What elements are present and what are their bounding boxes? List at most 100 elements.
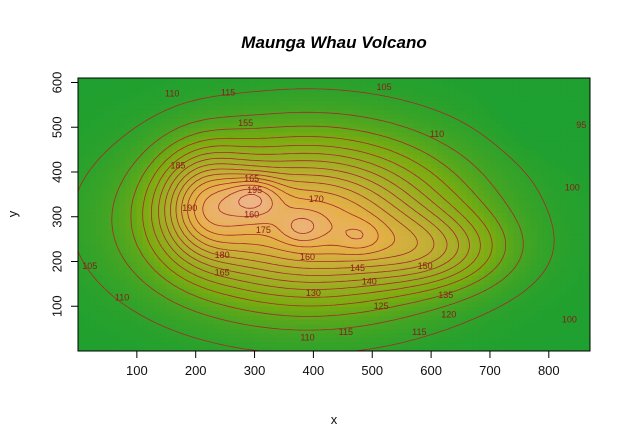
heatmap-cell xyxy=(207,131,214,137)
heatmap-cell xyxy=(442,301,450,307)
heatmap-cell xyxy=(219,216,226,222)
heatmap-cell xyxy=(407,118,415,124)
heatmap-cell xyxy=(183,189,191,195)
heatmap-cell xyxy=(389,337,397,343)
heatmap-cell xyxy=(454,337,462,343)
heatmap-cell xyxy=(537,154,544,160)
heatmap-cell xyxy=(130,122,138,128)
heatmap-cell xyxy=(295,176,303,182)
heatmap-cell xyxy=(295,346,303,351)
heatmap-cell xyxy=(548,279,556,285)
heatmap-cell xyxy=(348,163,356,169)
heatmap-cell xyxy=(413,145,420,151)
heatmap-cell xyxy=(360,171,367,178)
heatmap-cell xyxy=(160,252,167,258)
heatmap-cell xyxy=(407,109,415,115)
heatmap-cell xyxy=(495,176,503,182)
heatmap-cell xyxy=(289,78,297,84)
heatmap-cell xyxy=(342,158,350,164)
heatmap-cell xyxy=(113,158,120,164)
heatmap-cell xyxy=(389,274,397,280)
heatmap-cell xyxy=(136,131,144,137)
heatmap-cell xyxy=(148,104,156,110)
heatmap-cell xyxy=(313,252,320,258)
heatmap-cell xyxy=(384,270,391,276)
heatmap-cell xyxy=(213,279,220,285)
heatmap-cell xyxy=(472,337,479,343)
heatmap-cell xyxy=(319,113,326,119)
heatmap-cell xyxy=(378,239,385,245)
heatmap-cell xyxy=(160,346,167,351)
heatmap-cell xyxy=(225,225,232,231)
heatmap-cell xyxy=(248,239,256,245)
heatmap-cell xyxy=(466,333,473,339)
heatmap-cell xyxy=(113,319,120,325)
heatmap-cell xyxy=(342,288,350,294)
heatmap-cell xyxy=(207,207,214,213)
heatmap-cell xyxy=(195,122,203,128)
heatmap-cell xyxy=(283,297,291,303)
heatmap-cell xyxy=(413,131,420,137)
heatmap-cell xyxy=(425,239,432,245)
heatmap-cell xyxy=(283,225,291,231)
heatmap-cell xyxy=(148,261,156,267)
heatmap-cell xyxy=(136,86,144,93)
heatmap-cell xyxy=(454,154,462,160)
heatmap-cell xyxy=(266,315,273,321)
heatmap-cell xyxy=(401,346,409,351)
heatmap-cell xyxy=(225,185,232,191)
heatmap-cell xyxy=(325,230,332,236)
heatmap-cell xyxy=(266,104,273,110)
heatmap-cell xyxy=(166,283,173,289)
heatmap-cell xyxy=(372,100,379,106)
heatmap-cell xyxy=(542,216,550,222)
heatmap-cell xyxy=(531,283,538,289)
heatmap-cell xyxy=(537,82,544,88)
heatmap-cell xyxy=(431,189,438,195)
heatmap-cell xyxy=(283,140,291,146)
heatmap-cell xyxy=(278,122,285,128)
heatmap-cell xyxy=(395,337,403,343)
heatmap-cell xyxy=(78,194,85,200)
heatmap-cell xyxy=(466,301,473,307)
heatmap-cell xyxy=(454,265,462,272)
heatmap-cell xyxy=(260,185,267,191)
heatmap-cell xyxy=(231,239,238,245)
heatmap-cell xyxy=(478,189,485,195)
heatmap-cell xyxy=(136,207,144,213)
heatmap-cell xyxy=(219,337,226,343)
heatmap-cell xyxy=(189,212,197,218)
heatmap-cell xyxy=(531,78,538,84)
heatmap-cell xyxy=(119,342,126,348)
heatmap-cell xyxy=(278,261,285,267)
heatmap-cell xyxy=(395,283,403,289)
heatmap-cell xyxy=(266,140,273,146)
heatmap-cell xyxy=(472,113,479,119)
heatmap-cell xyxy=(525,163,532,169)
heatmap-cell xyxy=(519,243,526,249)
heatmap-cell xyxy=(507,203,515,209)
heatmap-cell xyxy=(484,78,491,84)
heatmap-cell xyxy=(142,207,150,213)
heatmap-cell xyxy=(472,136,479,142)
heatmap-cell xyxy=(395,221,403,227)
heatmap-cell xyxy=(283,230,291,236)
heatmap-cell xyxy=(113,216,120,222)
heatmap-cell xyxy=(378,136,385,142)
heatmap-cell xyxy=(154,149,161,155)
heatmap-cell xyxy=(195,180,203,187)
heatmap-cell xyxy=(419,131,426,137)
heatmap-cell xyxy=(331,333,338,339)
heatmap-cell xyxy=(331,342,338,348)
heatmap-cell xyxy=(195,216,203,222)
heatmap-cell xyxy=(148,225,156,231)
heatmap-cell xyxy=(272,136,279,142)
heatmap-cell xyxy=(119,261,126,267)
heatmap-cell xyxy=(213,167,220,173)
heatmap-cell xyxy=(384,324,391,330)
heatmap-cell xyxy=(172,149,179,155)
heatmap-cell xyxy=(160,292,167,298)
heatmap-cell xyxy=(130,140,138,146)
heatmap-cell xyxy=(231,221,238,227)
heatmap-cell xyxy=(313,279,320,285)
